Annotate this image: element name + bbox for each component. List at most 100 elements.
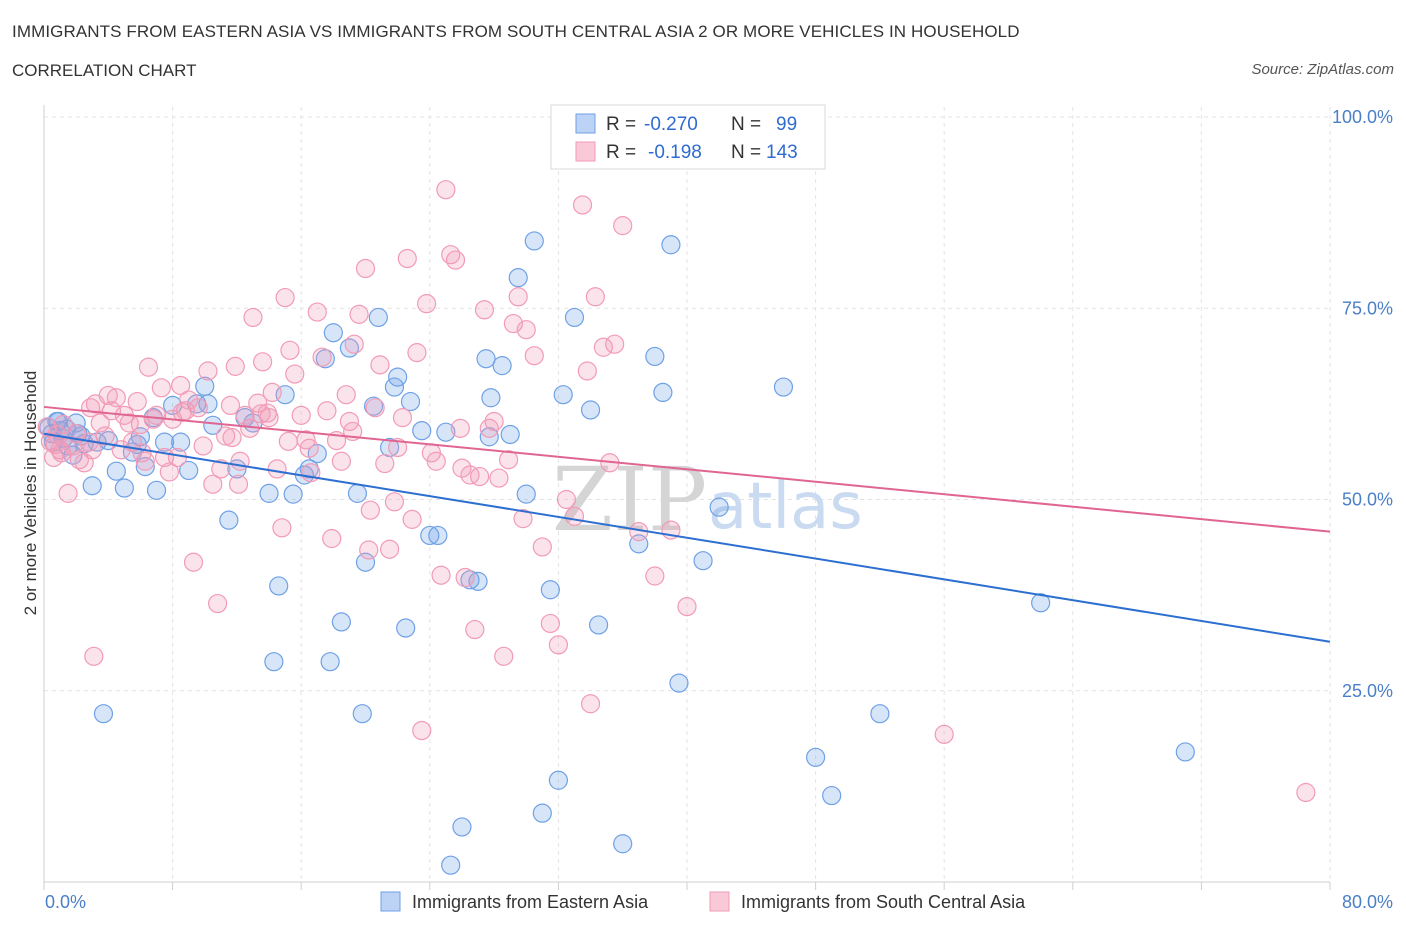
point-eastern-asia-75 [588,615,609,635]
point-south-central-asia-69 [336,385,356,405]
chart-title: IMMIGRANTS FROM EASTERN ASIA VS IMMIGRAN… [12,22,1020,41]
point-south-central-asia-83 [402,509,422,529]
point-eastern-asia-67 [516,484,536,504]
point-south-central-asia-107 [524,346,544,366]
point-south-central-asia-16 [98,385,118,406]
point-eastern-asia-55 [420,525,440,546]
point-eastern-asia-32 [259,483,279,503]
point-eastern-asia-57 [436,422,456,442]
point-south-central-asia-127 [84,646,104,666]
point-eastern-asia-45 [352,704,372,724]
point-eastern-asia-78 [645,346,665,367]
point-eastern-asia-42 [331,612,351,632]
point-south-central-asia-72 [349,304,369,324]
legend-r-label-2: R = [606,142,636,163]
point-south-central-asia-115 [580,694,601,714]
legend-swatch-south-central-asia [575,141,596,162]
point-south-central-asia-57 [275,287,295,308]
point-south-central-asia-26 [138,357,159,377]
point-south-central-asia-6 [58,483,78,503]
source-credit: Source: ZipAtlas.com [1251,61,1394,78]
point-south-central-asia-136 [452,458,472,478]
point-south-central-asia-50 [243,307,263,328]
trend-lines [43,405,1331,643]
point-south-central-asia-124 [677,596,697,617]
point-eastern-asia-61 [468,571,488,591]
point-eastern-asia-33 [264,652,284,672]
point-south-central-asia-93 [450,418,470,438]
point-eastern-asia-82 [693,551,713,571]
point-south-central-asia-110 [548,635,569,655]
point-south-central-asia-88 [426,451,446,471]
point-eastern-asia-40 [320,652,340,672]
point-south-central-asia-75 [365,398,385,418]
y-tick-label-0: 25.0% [1342,681,1393,701]
series-south-central-asia [37,180,1316,803]
point-south-central-asia-128 [228,474,249,494]
point-south-central-asia-66 [322,528,342,549]
point-south-central-asia-96 [465,619,485,640]
point-eastern-asia-44 [347,483,368,503]
point-south-central-asia-101 [489,468,509,488]
point-eastern-asia-68 [524,231,544,251]
point-eastern-asia-54 [412,421,432,441]
y-tick-label-3: 100.0% [1332,107,1393,127]
point-eastern-asia-79 [653,382,673,402]
point-south-central-asia-77 [375,453,395,474]
point-south-central-asia-73 [355,258,376,279]
point-south-central-asia-126 [1296,782,1316,803]
point-south-central-asia-64 [312,347,332,367]
point-eastern-asia-92 [198,394,218,414]
point-south-central-asia-28 [146,405,167,425]
point-south-central-asia-142 [278,431,298,451]
point-south-central-asia-112 [564,506,585,526]
point-eastern-asia-83 [709,497,729,517]
point-south-central-asia-63 [307,302,327,322]
bottom-legend-swatch-south-central-asia [709,891,730,912]
point-south-central-asia-15 [95,426,115,446]
point-eastern-asia-15 [114,478,134,498]
point-south-central-asia-103 [498,450,519,470]
point-eastern-asia-87 [870,704,890,724]
y-tick-label-2: 75.0% [1342,298,1393,318]
point-south-central-asia-41 [203,474,223,494]
point-south-central-asia-85 [412,720,432,741]
point-eastern-asia-28 [219,510,239,530]
point-eastern-asia-81 [669,673,689,693]
trend-line-south-central-asia [43,405,1331,533]
point-south-central-asia-90 [436,180,456,200]
point-eastern-asia-21 [154,432,175,452]
point-eastern-asia-23 [171,432,191,452]
point-south-central-asia-108 [532,537,552,557]
point-eastern-asia-62 [476,349,496,369]
point-south-central-asia-82 [397,248,417,269]
point-eastern-asia-65 [500,424,520,445]
point-south-central-asia-97 [470,466,490,487]
point-south-central-asia-68 [331,451,351,471]
point-south-central-asia-29 [151,378,171,398]
x-tick-labels: 0.0% 80.0% [45,892,1393,912]
point-south-central-asia-39 [193,436,213,456]
point-south-central-asia-131 [52,443,72,463]
point-south-central-asia-37 [183,552,204,572]
point-eastern-asia-24 [179,460,199,481]
point-south-central-asia-60 [291,405,311,425]
point-south-central-asia-40 [198,361,218,381]
point-south-central-asia-139 [172,402,192,422]
point-south-central-asia-81 [392,408,413,428]
point-south-central-asia-133 [299,438,319,458]
point-south-central-asia-74 [360,500,380,520]
point-south-central-asia-76 [370,355,390,375]
point-south-central-asia-84 [407,343,427,363]
chart-subtitle: CORRELATION CHART [12,61,197,80]
point-eastern-asia-84 [773,377,794,397]
trend-line-eastern-asia [43,432,1331,643]
point-south-central-asia-46 [225,356,245,376]
point-eastern-asia-20 [146,480,167,500]
point-eastern-asia-58 [441,855,461,875]
point-south-central-asia-38 [188,398,208,418]
point-eastern-asia-63 [481,388,501,408]
point-south-central-asia-114 [577,361,597,381]
point-south-central-asia-129 [81,398,101,418]
